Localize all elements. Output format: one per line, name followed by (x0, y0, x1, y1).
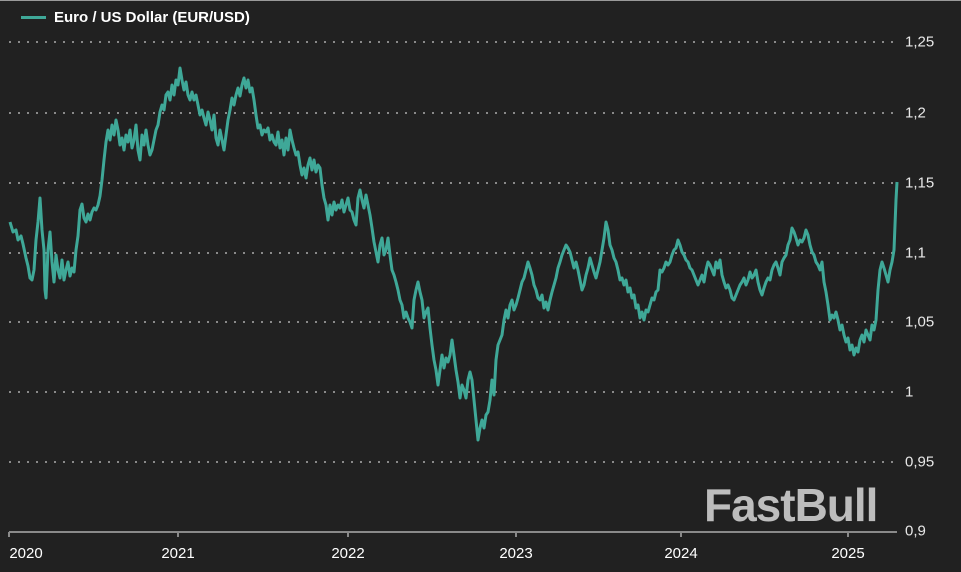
x-tick-label: 2023 (499, 545, 533, 562)
x-tick-label: 2022 (331, 545, 365, 562)
top-border (0, 0, 961, 1)
y-tick-label: 1,05 (905, 313, 935, 331)
y-tick-label: 1,2 (905, 104, 926, 122)
legend-swatch (21, 16, 46, 19)
eurusd-line (8, 66, 899, 442)
x-axis (8, 531, 897, 537)
y-tick-label: 1,15 (905, 174, 935, 192)
legend-label: Euro / US Dollar (EUR/USD) (54, 9, 250, 26)
chart-legend: Euro / US Dollar (EUR/USD) (21, 9, 250, 26)
y-tick-label: 1,1 (905, 244, 926, 262)
gridlines (9, 41, 897, 463)
x-tick-label: 2021 (161, 545, 195, 562)
y-tick-label: 1 (905, 383, 914, 401)
y-tick-label: 0,9 (905, 522, 926, 540)
x-tick-label: 2025 (831, 545, 865, 562)
x-tick-label: 2020 (9, 545, 43, 562)
fastbull-watermark-logo: FastBull (704, 479, 878, 531)
y-tick-label: 0,95 (905, 453, 935, 471)
y-tick-label: 1,25 (905, 33, 935, 51)
x-tick-label: 2024 (664, 545, 698, 562)
